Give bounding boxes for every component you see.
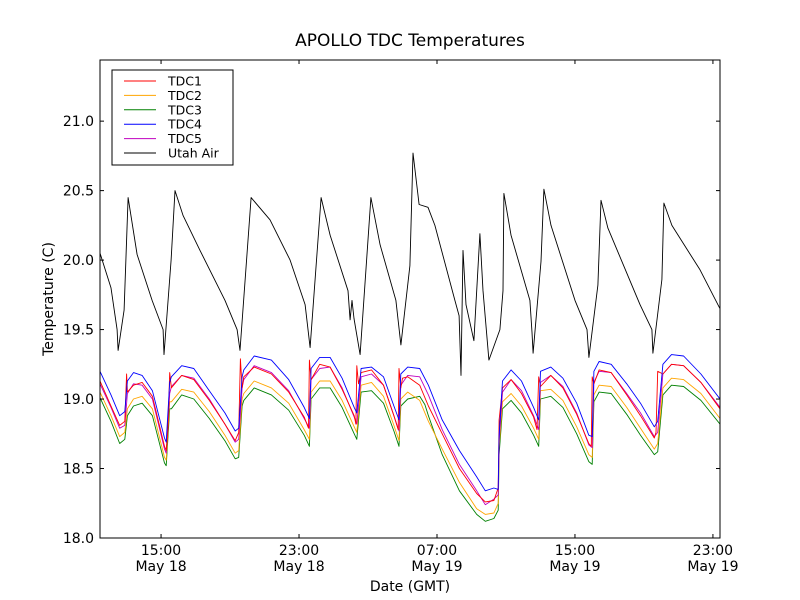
- y-tick-label: 20.5: [63, 184, 94, 200]
- legend-item: Utah Air: [124, 146, 220, 161]
- x-tick-label-time: 15:00: [555, 543, 595, 559]
- x-tick-label-date: May 19: [549, 559, 600, 575]
- y-tick-label: 19.5: [63, 323, 94, 339]
- legend-label: TDC3: [167, 102, 202, 117]
- plot-frame: [99, 59, 721, 539]
- legend-label: Utah Air: [168, 146, 220, 161]
- legend-item: TDC2: [124, 88, 202, 103]
- legend-box: [111, 69, 234, 166]
- x-tick-label-date: May 18: [135, 559, 186, 575]
- y-tick-label: 18.5: [63, 462, 94, 478]
- y-tick-label: 18.0: [63, 531, 94, 547]
- x-tick-label-date: May 19: [411, 559, 462, 575]
- x-tick-label-date: May 19: [687, 559, 738, 575]
- legend-item: TDC1: [124, 74, 202, 89]
- x-tick-label-time: 23:00: [693, 543, 733, 559]
- x-tick-label-time: 23:00: [279, 543, 319, 559]
- y-axis-label: Temperature (C): [41, 242, 57, 357]
- legend-item: TDC4: [124, 117, 202, 132]
- x-tick-label-time: 07:00: [417, 543, 457, 559]
- x-tick-label-date: May 18: [273, 559, 324, 575]
- series-layer: [100, 152, 720, 522]
- series-line-tdc1: [100, 358, 720, 503]
- legend-label: TDC2: [167, 88, 202, 103]
- legend-item: TDC3: [124, 102, 202, 117]
- y-tick-label: 21.0: [63, 114, 94, 130]
- y-tick-label: 19.0: [63, 392, 94, 408]
- legend-label: TDC1: [167, 74, 202, 89]
- y-tick-label: 20.0: [63, 253, 94, 269]
- legend-item: TDC5: [124, 131, 202, 146]
- x-tick-label-time: 15:00: [141, 543, 181, 559]
- series-line-utah-air: [100, 152, 720, 376]
- chart-title: APOLLO TDC Temperatures: [295, 31, 525, 51]
- legend-label: TDC5: [167, 131, 202, 146]
- x-axis-label: Date (GMT): [370, 579, 450, 595]
- series-line-tdc4: [100, 354, 720, 492]
- legend-label: TDC4: [167, 117, 202, 132]
